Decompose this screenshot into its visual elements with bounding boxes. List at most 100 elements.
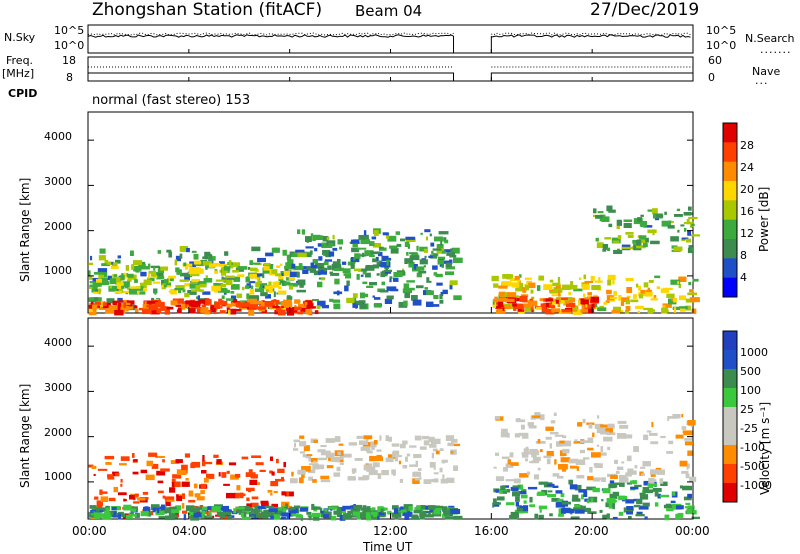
power-panel-cell: [437, 259, 445, 265]
power-panel-cell: [275, 306, 281, 312]
power-panel-cell: [518, 287, 523, 292]
power-panel-cell: [652, 297, 657, 300]
velocity-panel-cell: [554, 459, 557, 465]
velocity-panel-cell: [194, 493, 201, 498]
power-panel-cell: [98, 307, 106, 310]
power-panel-cell: [298, 263, 303, 269]
power-panel-cell: [691, 223, 695, 226]
power-panel-cell: [122, 281, 130, 285]
velocity-panel-cell: [301, 474, 305, 478]
velocity-panel-cell: [547, 493, 557, 498]
velocity-panel-cell: [431, 452, 435, 459]
velocity-panel-cell: [600, 431, 610, 435]
power-panel-cell: [223, 289, 230, 294]
velocity-panel-cell: [537, 467, 541, 471]
power-panel-cell: [439, 294, 443, 299]
power-panel-cell: [561, 284, 571, 290]
power-panel-cell: [226, 306, 230, 313]
velocity-panel-cell: [281, 476, 284, 481]
velocity-panel-cell: [102, 514, 112, 520]
velocity-panel-cell: [633, 446, 639, 452]
velocity-cb-tick-100: 100: [740, 384, 761, 397]
velocity-panel-cell: [616, 433, 627, 439]
velocity-panel-cell: [369, 455, 377, 462]
power-panel-cell: [507, 292, 517, 298]
power-panel-cell: [264, 301, 275, 307]
power-panel-cell: [419, 259, 428, 265]
velocity-panel-cell: [450, 449, 457, 455]
velocity-panel-cell: [587, 447, 594, 451]
velocity-panel-cell: [439, 448, 444, 451]
velocity-panel-cell: [290, 506, 296, 510]
velocity-panel-cell: [439, 467, 443, 473]
power-panel-cell: [643, 225, 653, 228]
power-panel-cell: [249, 295, 260, 300]
velocity-panel-cell: [248, 469, 253, 473]
power-panel-cell: [288, 277, 296, 281]
power-panel-cell: [88, 297, 95, 303]
power-panel-cell: [611, 237, 621, 244]
velocity-panel-cell: [538, 481, 549, 485]
power-panel-cell: [88, 304, 95, 309]
velocity-panel-cell: [350, 505, 354, 509]
velocity-panel-cell: [132, 453, 135, 458]
velocity-panel-cell: [123, 499, 127, 502]
velocity-panel-cell: [226, 492, 236, 499]
velocity-panel-cell: [312, 479, 317, 483]
velocity-panel-cell: [160, 468, 170, 472]
power-panel-cell: [88, 309, 97, 316]
velocity-panel-cell: [320, 510, 325, 514]
velocity-panel-cell: [211, 506, 221, 512]
power-panel-cell: [691, 234, 701, 237]
velocity-panel-cell: [562, 435, 567, 439]
power-panel-cell: [302, 269, 309, 274]
velocity-panel-cell: [172, 474, 182, 479]
velocity-panel-cell: [626, 506, 634, 509]
power-panel-cell: [140, 271, 147, 277]
velocity-panel-cell: [260, 515, 264, 518]
velocity-panel-cell: [679, 460, 688, 467]
velocity-panel-cell: [684, 438, 693, 441]
velocity-panel-cell: [269, 470, 273, 474]
velocity-panel-cell: [320, 450, 331, 456]
velocity-panel-cell: [193, 483, 198, 489]
power-panel-cell: [367, 250, 374, 256]
power-panel-cell: [517, 282, 524, 289]
power-panel-cell: [291, 253, 298, 257]
power-panel-cell: [188, 301, 194, 307]
power-ytick-2000: 2000: [44, 220, 72, 233]
power-panel-cell: [416, 266, 425, 271]
velocity-panel-cell: [228, 462, 237, 466]
velocity-panel-cell: [373, 510, 380, 513]
velocity-panel-cell: [445, 435, 454, 441]
velocity-panel-cell: [263, 509, 273, 513]
velocity-panel-cell: [379, 513, 385, 516]
power-panel-cell: [95, 305, 100, 308]
power-panel-cell: [683, 222, 692, 225]
power-panel-cell: [363, 234, 369, 241]
power-panel-cell: [449, 254, 457, 258]
power-panel-cell: [313, 270, 321, 276]
power-panel-cell: [673, 246, 683, 252]
velocity-panel-cell: [358, 476, 368, 481]
power-panel-cell: [366, 285, 374, 288]
power-panel-cell: [337, 259, 341, 265]
power-panel-cell: [688, 281, 692, 286]
power-panel-cell: [170, 300, 177, 305]
velocity-panel-cell: [582, 418, 586, 424]
velocity-panel-cell: [495, 476, 505, 482]
velocity-panel-cell: [583, 491, 588, 497]
velocity-panel-cell: [320, 445, 327, 448]
power-panel-cell: [283, 302, 293, 308]
power-panel-cell: [424, 287, 429, 290]
power-panel-cell: [591, 303, 595, 308]
power-panel-cell: [581, 299, 589, 305]
velocity-panel-cell: [453, 465, 458, 471]
nsearch-tick-bottom: 10^0: [706, 39, 737, 52]
power-panel-cell: [625, 310, 630, 314]
velocity-colorbar-swatch: [723, 350, 737, 370]
power-panel-cell: [369, 254, 375, 258]
velocity-panel-cell: [573, 507, 583, 512]
xtick-2000: 20:00: [574, 524, 609, 538]
